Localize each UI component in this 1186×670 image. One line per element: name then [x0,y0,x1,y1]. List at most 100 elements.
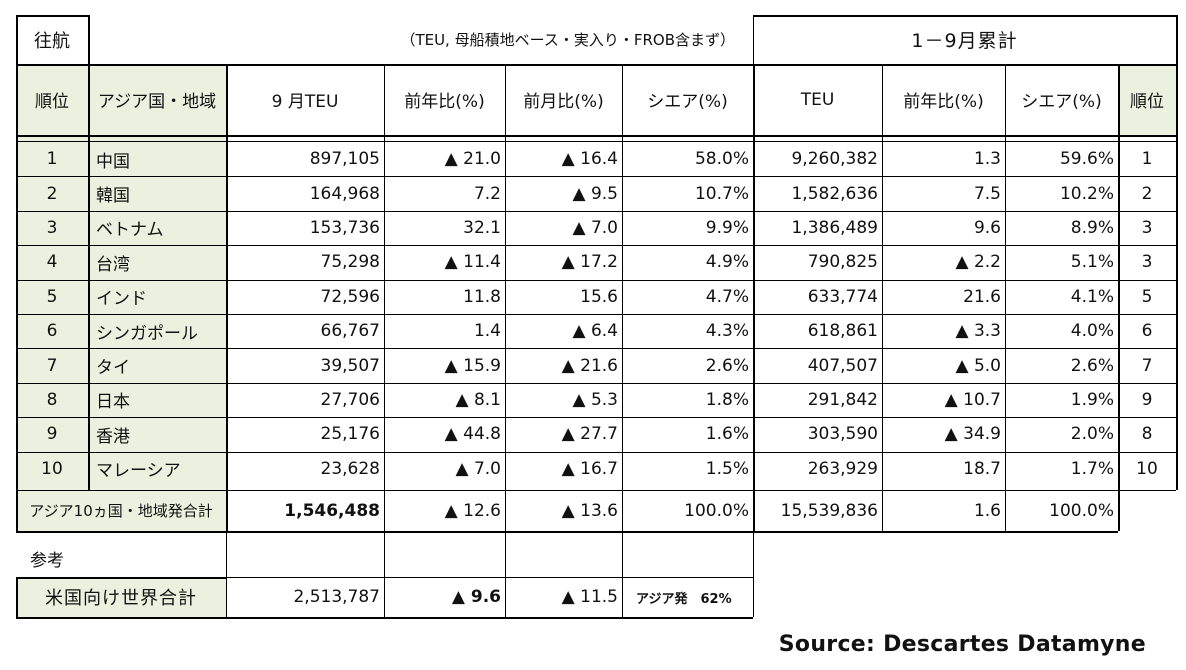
table-cell-share: 4.3% [705,321,749,342]
table-cell-cum_share: 10.2% [1059,183,1114,204]
table-cell-cum_rank: 3 [1141,252,1153,273]
table-cell-cum_yoy: 18.7 [963,458,1001,479]
table-cell-yoy: 32.1 [463,217,501,238]
grid-line [1176,64,1178,490]
table-cell-yoy: 1.4 [473,321,501,342]
table-cell-yoy: ▲ 11.4 [444,252,501,273]
row-divider [16,451,1176,453]
grid-line [384,531,385,617]
grid-line [753,15,754,64]
grid-line [88,64,90,490]
table-cell-cum_teu: 633,774 [807,286,878,307]
table-cell-share: 1.6% [705,424,749,445]
table-cell-yoy: ▲ 15.9 [444,355,501,376]
table-cell-name: インド [96,289,147,310]
table-cell-cum_rank: 2 [1141,183,1153,204]
table-cell-cum_share: 2.0% [1070,424,1114,445]
table-cell-mom: ▲ 27.7 [561,424,618,445]
table-cell-mom: 15.6 [580,286,618,307]
row-divider [16,176,1176,178]
table-cell-cum_yoy: ▲ 2.2 [955,252,1001,273]
grid-line [16,490,1176,491]
table-cell-yoy: ▲ 7.0 [455,458,501,479]
grid-line [226,531,227,617]
table-cell-mom: ▲ 21.6 [561,355,618,376]
table-cell-cum_yoy: ▲ 10.7 [944,389,1001,410]
table-cell-cum_yoy: 1.3 [973,149,1001,170]
table-cell-cum_rank: 7 [1141,355,1153,376]
grid-line [753,531,754,617]
table-cell-yoy: ▲ 8.1 [455,389,501,410]
cum-rank-header: 順位 [1118,64,1176,135]
grid-line [1005,64,1006,531]
total-mom: ▲ 13.6 [561,500,618,521]
month-teu-header: 9 月TEU [271,92,339,112]
table-cell-yoy: ▲ 21.0 [444,149,501,170]
table-cell-share: 4.7% [705,286,749,307]
grid-line [16,15,18,64]
table-cell-cum_yoy: ▲ 3.3 [955,321,1001,342]
total-cum_share: 100.0% [1049,500,1114,521]
table-cell-cum_rank: 1 [1141,149,1153,170]
table-cell-rank: 7 [46,355,58,376]
table-cell-cum_teu: 790,825 [807,252,878,273]
table-cell-name: 日本 [96,392,130,413]
table-cell-name: タイ [96,358,130,379]
row-divider [16,210,1176,212]
table-cell-cum_rank: 10 [1136,458,1158,479]
table-cell-cum_share: 4.1% [1070,286,1114,307]
table-cell-cum_share: 8.9% [1070,217,1114,238]
table-cell-teu: 23,628 [320,458,380,479]
table-cell-share: 1.5% [705,458,749,479]
table-cell-cum_teu: 1,386,489 [791,217,878,238]
table-cell-cum_share: 2.6% [1070,355,1114,376]
region-header: アジア国・地域 [88,64,226,135]
grid-line [16,617,753,619]
total-cum_teu: 15,539,836 [780,500,878,521]
grid-line [88,15,90,64]
table-cell-cum_yoy: 9.6 [973,217,1001,238]
corner-label: 往航 [34,30,70,52]
table-cell-cum_yoy: ▲ 5.0 [955,355,1001,376]
row-divider [16,279,1176,281]
table-cell-share: 9.9% [705,217,749,238]
table-cell-share: 2.6% [705,355,749,376]
table-cell-name: マレーシア [96,461,181,482]
table-cell-cum_share: 4.0% [1070,321,1114,342]
table-cell-cum_yoy: ▲ 34.9 [944,424,1001,445]
usa-label-fill [16,577,226,617]
share-header: シエア(%) [647,92,728,112]
table-cell-cum_rank: 3 [1141,217,1153,238]
table-cell-mom: ▲ 7.0 [572,217,618,238]
total-share: 100.0% [684,500,749,521]
table-cell-rank: 3 [46,217,58,238]
total-cum_yoy: 1.6 [973,500,1001,521]
table-cell-teu: 897,105 [309,149,380,170]
grid-line [1118,64,1120,531]
table-cell-cum_rank: 5 [1141,286,1153,307]
table-cell-cum_rank: 6 [1141,321,1153,342]
row-divider [16,382,1176,384]
table-cell-teu: 39,507 [320,355,380,376]
total-label: アジア10ヵ国・地域発合計 [29,502,213,520]
grid-line [882,64,883,531]
grid-line [16,64,18,531]
table-cell-yoy: ▲ 44.8 [444,424,501,445]
total-teu: 1,546,488 [284,500,380,521]
table-cell-mom: ▲ 6.4 [572,321,618,342]
grid-line [226,64,228,531]
grid-line [622,64,623,531]
table-cell-teu: 27,706 [320,389,380,410]
grid-line [16,15,88,17]
usa-total-teu: 2,513,787 [293,587,380,607]
unit-note: （TEU, 母船積地ベース・実入り・FROB含まず） [400,31,735,49]
table-cell-rank: 10 [41,458,63,479]
row-divider [16,417,1176,419]
row-divider [16,314,1176,315]
grid-line [505,64,506,531]
table-cell-yoy: 11.8 [463,286,501,307]
grid-line [384,64,385,531]
source-credit: Source: Descartes Datamyne [778,632,1146,657]
table-cell-cum_share: 1.9% [1070,389,1114,410]
table-cell-teu: 72,596 [320,286,380,307]
